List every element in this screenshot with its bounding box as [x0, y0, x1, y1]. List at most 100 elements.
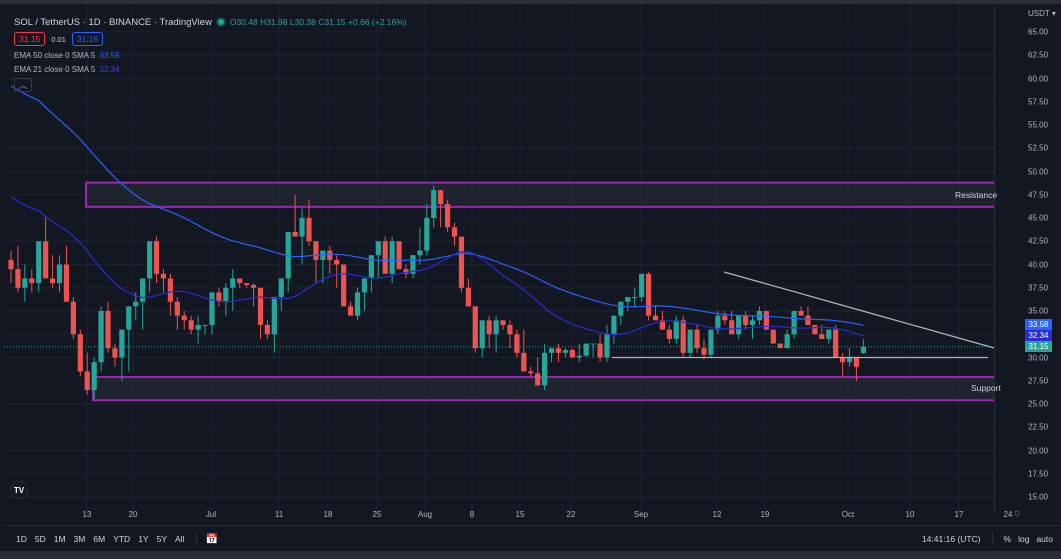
top-border [0, 0, 1061, 4]
candle [431, 190, 437, 218]
candle [853, 357, 860, 367]
candle [535, 373, 541, 386]
chart-area[interactable]: SOL / TetherUS · 1D · BINANCE · TradingV… [4, 4, 1001, 516]
candle [167, 278, 173, 302]
candle [611, 315, 617, 335]
candle [368, 255, 374, 279]
date-label: 10 [905, 510, 915, 519]
range-button-1m[interactable]: 1M [53, 534, 66, 544]
candle [528, 371, 534, 374]
date-label: Jul [205, 510, 217, 519]
candle [479, 320, 485, 349]
bottom-toolbar: 1D 5D 1M 3M 6M YTD 1Y 5Y All 📅 14:41:16 (UTC) % … [4, 525, 1061, 552]
candle [722, 315, 728, 321]
currency-selector[interactable]: USDT ▾ [1028, 9, 1056, 18]
candle [77, 334, 83, 372]
candle [334, 259, 340, 265]
candle [618, 301, 624, 316]
clock-time[interactable]: 14:41:16 (UTC) [921, 534, 981, 544]
percent-scale-toggle[interactable]: % [1003, 534, 1012, 544]
candle [604, 334, 610, 358]
candle [458, 236, 465, 288]
candle [43, 241, 49, 279]
candle [354, 292, 361, 316]
candle [250, 284, 257, 288]
sell-button[interactable]: 31.15 [14, 32, 46, 46]
range-button-ytd[interactable]: YTD [113, 534, 131, 544]
price-tick: 45.00 [1028, 213, 1049, 223]
candle [846, 357, 853, 363]
price-tag: 32.34 [1025, 330, 1052, 342]
symbol-title[interactable]: SOL / TetherUS · 1D · BINANCE · TradingV… [14, 16, 212, 28]
candle [22, 278, 28, 288]
candle [742, 315, 749, 325]
descending-trendline [723, 271, 994, 349]
candle [299, 218, 305, 237]
candle [770, 329, 776, 344]
range-button-1y[interactable]: 1Y [138, 534, 149, 544]
goto-date-calendar-icon[interactable]: 📅 [205, 533, 218, 545]
date-label: Sep [633, 510, 649, 519]
candle [29, 278, 35, 284]
range-button-all[interactable]: All [175, 534, 185, 544]
log-scale-toggle[interactable]: log [1018, 534, 1030, 544]
candle [70, 301, 76, 335]
price-tick: 52.50 [1028, 143, 1049, 153]
auto-scale-toggle[interactable]: auto [1036, 534, 1053, 544]
date-label: 22 [566, 510, 576, 519]
candle [36, 241, 42, 284]
buy-button[interactable]: 31.16 [71, 32, 104, 46]
range-button-6m[interactable]: 6M [93, 534, 106, 544]
candle [472, 306, 478, 349]
candle [826, 329, 832, 339]
support-label[interactable]: Support [971, 383, 1001, 393]
candle [708, 329, 714, 355]
candle [375, 241, 381, 256]
candle [590, 343, 596, 345]
candle [174, 301, 180, 316]
candle [313, 241, 319, 260]
candle [639, 273, 645, 298]
candle [160, 273, 167, 279]
date-label: 13 [82, 510, 92, 519]
range-button-5y[interactable]: 5Y [156, 534, 167, 544]
candle [555, 348, 562, 353]
candle [147, 241, 153, 279]
candle [438, 190, 444, 205]
collapse-legend-button[interactable]: ︿ [14, 78, 32, 92]
resistance-label[interactable]: Resistance [955, 190, 998, 200]
candle [216, 292, 222, 302]
candle [410, 255, 416, 274]
candle [417, 250, 423, 256]
range-button-3m[interactable]: 3M [73, 534, 86, 544]
price-tick: 47.50 [1028, 190, 1049, 200]
price-tag: 31.15 [1025, 341, 1052, 353]
indicator-ema50[interactable]: EMA 50 close 0 SMA 5 33.58 [14, 50, 120, 60]
candle [202, 324, 208, 326]
candle [347, 306, 354, 316]
candle [237, 278, 243, 284]
candle [188, 320, 194, 330]
candle [230, 278, 236, 288]
candlestick-chart[interactable] [4, 4, 994, 516]
price-axis[interactable]: USDT ▾ 65.00 62.50 60.00 57.50 55.00 52.50 50.… [994, 4, 1061, 516]
candle [223, 287, 229, 302]
candle [140, 278, 146, 302]
candle [341, 264, 347, 307]
ema50-line [10, 85, 864, 326]
candle [576, 355, 582, 358]
date-label: 8 [469, 510, 475, 519]
price-tick: 37.50 [1028, 283, 1049, 293]
range-button-5d[interactable]: 5D [34, 534, 46, 544]
settings-gear-icon[interactable]: ☼ [1012, 507, 1023, 519]
price-tick: 17.50 [1028, 469, 1049, 479]
tradingview-logo-icon[interactable]: TV [10, 481, 28, 499]
candle [209, 292, 215, 325]
chevron-up-icon: ︿ [19, 80, 27, 90]
date-label: 25 [372, 510, 382, 519]
candle [569, 350, 575, 358]
indicator-ema21[interactable]: EMA 21 close 0 SMA 5 32.34 [14, 64, 120, 74]
range-button-1d[interactable]: 1D [16, 534, 27, 544]
candle [784, 334, 790, 349]
